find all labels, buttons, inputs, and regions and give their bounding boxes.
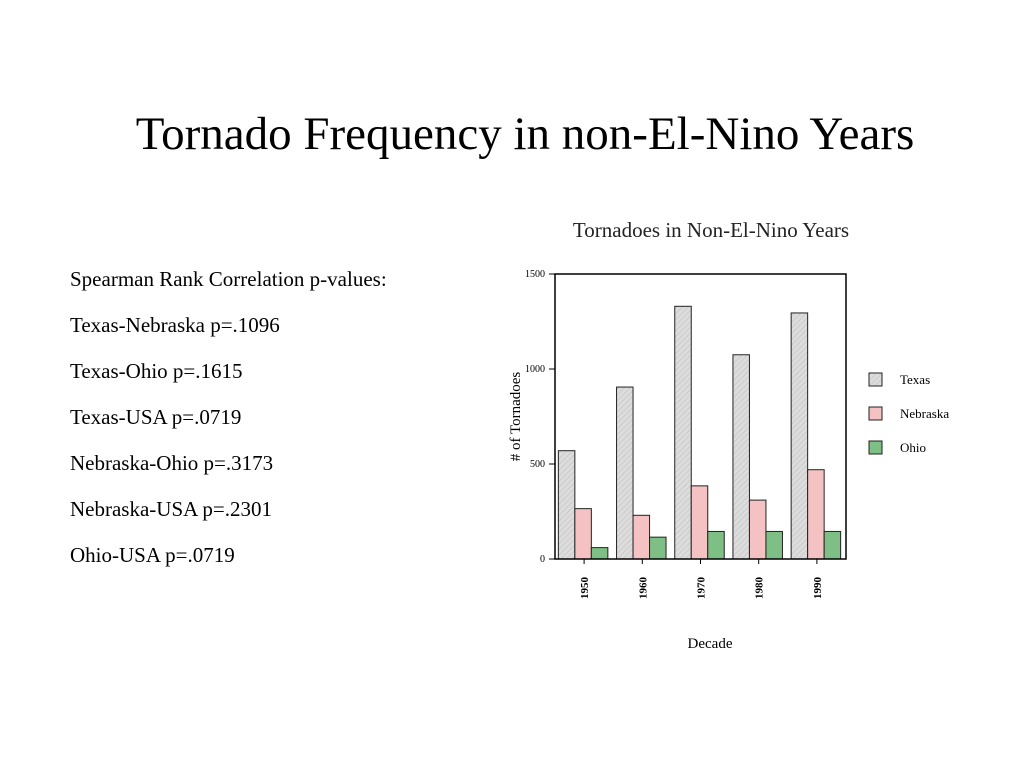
bar-ohio-1960 <box>649 536 667 560</box>
x-tick-label: 1950 <box>579 577 591 600</box>
x-tick-label: 1980 <box>754 577 766 600</box>
y-axis-label: # of Tornadoes <box>508 372 524 462</box>
bar-nebraska-1970 <box>690 485 709 560</box>
plot-frame <box>554 273 847 560</box>
x-tick-label: 1990 <box>812 577 824 600</box>
chart-title: Tornadoes in Non-El-Nino Years <box>573 218 849 242</box>
stat-line-ohio-usa: Ohio-USA p=.0719 <box>70 543 235 567</box>
legend-swatch-nebraska <box>868 406 883 421</box>
bar-texas-1960 <box>616 386 634 560</box>
stat-line-nebraska-ohio: Nebraska-Ohio p=.3173 <box>70 451 274 475</box>
x-tick-label: 1960 <box>637 577 649 600</box>
bar-texas-1980 <box>732 354 750 560</box>
bar-texas-1990 <box>790 312 809 560</box>
legend-swatch-texas <box>868 372 883 387</box>
bar-nebraska-1990 <box>807 469 825 560</box>
chart-marks: 0 500 1000 1500 1950 1960 1970 1980 1990 Texas Neb… <box>525 269 949 599</box>
bar-ohio-1990 <box>823 530 842 560</box>
tornado-bar-chart: Tornadoes in Non-El-Nino Years 0 500 1000 1… <box>508 218 949 652</box>
stats-panel: Spearman Rank Correlation p-values: Texa… <box>70 256 490 578</box>
bar-ohio-1970 <box>707 530 725 560</box>
legend-label-texas: Texas <box>900 372 930 387</box>
stat-line-texas-ohio: Texas-Ohio p=.1615 <box>70 359 243 383</box>
y-tick-label: 500 <box>530 459 545 470</box>
x-axis-label: Decade <box>688 636 733 652</box>
bar-ohio-1950 <box>590 547 609 560</box>
bar-nebraska-1980 <box>748 499 767 560</box>
stat-line-nebraska-usa: Nebraska-USA p=.2301 <box>70 497 272 521</box>
x-tick-label: 1970 <box>696 577 708 600</box>
slide-title: Tornado Frequency in non-El-Nino Years <box>135 108 915 160</box>
bar-ohio-1980 <box>765 530 783 560</box>
y-tick-label: 0 <box>540 554 545 565</box>
bar-texas-1970 <box>674 305 692 560</box>
y-tick-label: 1000 <box>525 364 545 375</box>
stat-line-texas-usa: Texas-USA p=.0719 <box>70 405 242 429</box>
stats-heading: Spearman Rank Correlation p-values: <box>70 267 387 291</box>
bar-texas-1950 <box>557 450 576 560</box>
legend-label-ohio: Ohio <box>900 440 926 455</box>
stat-line-texas-nebraska: Texas-Nebraska p=.1096 <box>70 313 280 337</box>
legend-swatch-ohio <box>868 440 883 455</box>
legend-label-nebraska: Nebraska <box>900 406 949 421</box>
y-tick-label: 1500 <box>525 269 545 280</box>
bar-nebraska-1950 <box>574 508 592 560</box>
bar-nebraska-1960 <box>632 514 651 560</box>
